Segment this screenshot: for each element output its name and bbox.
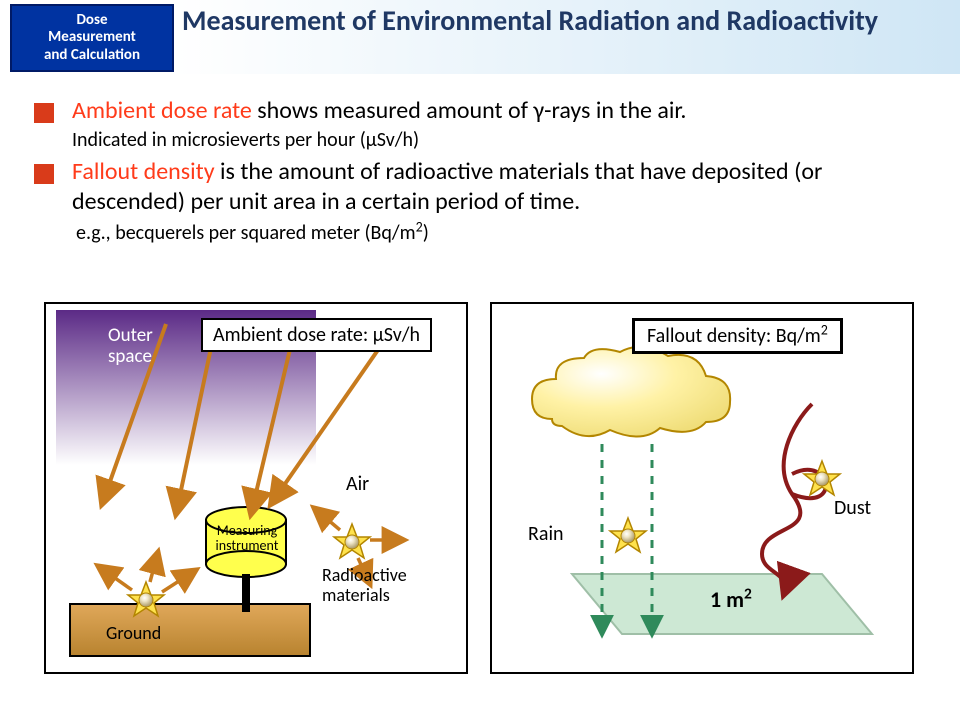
ground-label: Ground: [106, 622, 161, 644]
dust-label: Dust: [834, 496, 871, 520]
header-line: Dose: [12, 12, 172, 29]
bullet-1: Ambient dose rate shows measured amount …: [72, 96, 932, 126]
bullet-square: [34, 164, 54, 184]
measuring-label: Measuring instrument: [212, 524, 282, 553]
cloud-icon: [532, 347, 730, 437]
radioactive-star-icon: [804, 461, 840, 495]
bullet-2-sub: e.g., becquerels per squared meter (Bq/m…: [76, 221, 936, 245]
air-label: Air: [346, 472, 369, 496]
bullet-rest: shows measured amount of γ-rays in the a…: [252, 96, 687, 125]
panel-box-label: Fallout density: Bq/m2: [632, 318, 843, 354]
sub-suffix: ): [423, 221, 429, 245]
rain-label: Rain: [528, 522, 564, 546]
bullet-highlight: Fallout density: [72, 157, 215, 186]
radioactive-star-icon: [610, 518, 646, 552]
header-line: Measurement: [12, 29, 172, 46]
header-badge: Dose Measurement and Calculation: [10, 4, 174, 72]
bullet-highlight: Ambient dose rate: [72, 96, 252, 125]
sub-prefix: e.g., becquerels per squared meter (Bq/m: [76, 221, 416, 245]
panel-box-label: Ambient dose rate: μSv/h: [201, 318, 432, 352]
panel-fallout: Fallout density: Bq/m2 Rain Dust 1 m2: [490, 302, 914, 674]
unit-area-label: 1 m2: [710, 586, 752, 613]
page-title: Measurement of Environmental Radiation a…: [182, 5, 952, 37]
panel-fallout-svg: [492, 304, 912, 672]
sub-sup: 2: [416, 218, 423, 235]
panel-ambient: Outer space Ambient dose rate: μSv/h Air…: [44, 302, 468, 674]
bullet-square: [34, 103, 54, 123]
bullet-2: Fallout density is the amount of radioac…: [72, 157, 932, 217]
radioactive-materials-label: Radioactive materials: [322, 566, 407, 606]
outer-space-label: Outer space: [108, 326, 178, 368]
header-line: and Calculation: [12, 47, 172, 64]
slide: Dose Measurement and Calculation Measure…: [0, 0, 960, 720]
bullet-1-sub: Indicated in microsieverts per hour (μSv…: [72, 128, 932, 152]
